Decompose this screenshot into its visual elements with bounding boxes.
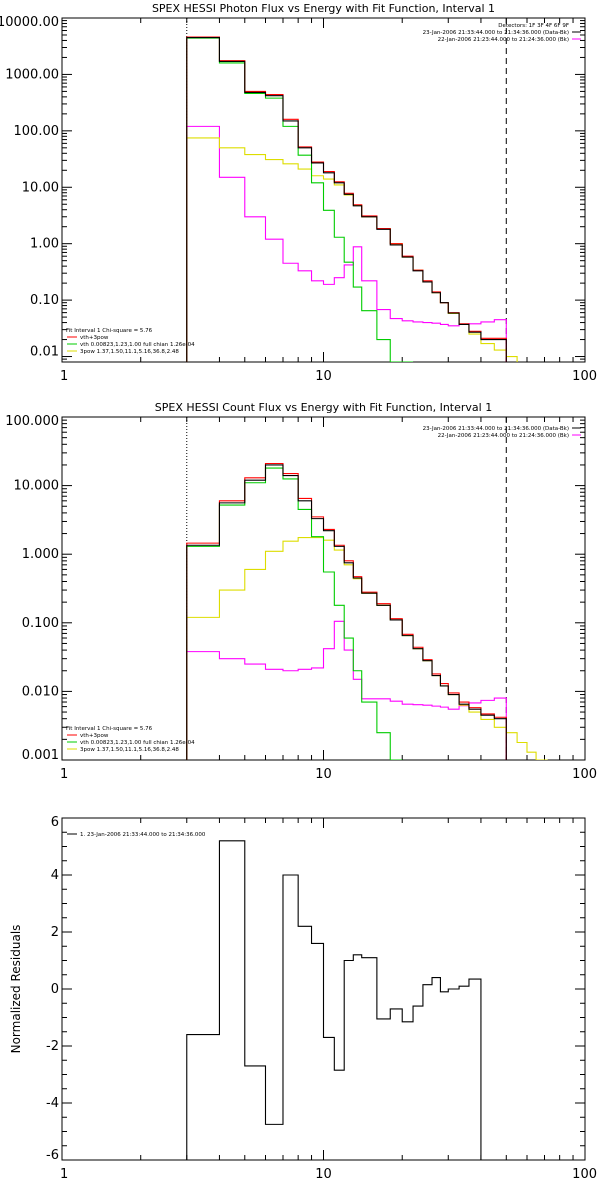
y-tick-label: 0	[51, 982, 59, 997]
x-tick-label: 10	[315, 767, 332, 782]
legend-left-entry: Fit Interval 1 Chi-square = 5.76	[66, 726, 153, 732]
series-line-3pow	[186, 137, 518, 362]
series-line-bk	[186, 620, 507, 760]
y-tick-label: 6	[51, 815, 59, 830]
y-tick-label: 0.010	[22, 684, 59, 699]
x-tick-label: 10	[315, 369, 332, 384]
legend-left-entry: Fit Interval 1 Chi-square = 5.76	[66, 328, 153, 334]
legend-left-entry: vth 0.00823,1.23,1.00 full chian 1.26e-0…	[80, 342, 195, 348]
x-tick-label: 1	[60, 1167, 68, 1182]
y-tick-label: 100.00	[14, 124, 60, 139]
series-line-1-23-jan-2006-21-33-44-000-to-21-34-36-000	[186, 840, 482, 1160]
y-tick-label: 10.00	[22, 180, 59, 195]
x-tick-label: 100	[572, 767, 597, 782]
series-line-data-bk	[186, 37, 507, 362]
legend-left-entry: vth+3pow	[80, 335, 109, 341]
series-line-3pow	[186, 536, 548, 760]
y-tick-label: -4	[46, 1096, 59, 1111]
y-tick-label: 10.000	[14, 479, 60, 494]
y-tick-label: 0.001	[22, 748, 59, 763]
legend-left-entry: 3pow 1.37,1.50,11.1,5.16,36.8,2.48	[80, 747, 179, 753]
legend-left-entry: vth+3pow	[80, 733, 109, 739]
y-tick-label: 0.01	[30, 345, 59, 360]
x-tick-label: 100	[572, 369, 597, 384]
series-line-bk	[186, 125, 507, 362]
chart-1: SPEX HESSI Photon Flux vs Energy with Fi…	[0, 2, 597, 384]
legend-right-entry: Detectors: 1F 3F 4F 6F 9F	[498, 23, 569, 29]
y-tick-label: 0.100	[22, 616, 59, 631]
y-tick-label: 1.000	[22, 547, 59, 562]
chart-2: SPEX HESSI Count Flux vs Energy with Fit…	[5, 401, 597, 782]
legend-right-entry: 22-Jan-2006 21:23:44.000 to 21:24:36.000…	[438, 433, 569, 439]
y-tick-label: -2	[46, 1039, 59, 1054]
data-series-group	[186, 36, 518, 362]
y-tick-label: 0.10	[30, 293, 59, 308]
chart-title: SPEX HESSI Count Flux vs Energy with Fit…	[155, 401, 492, 414]
chart-title: SPEX HESSI Photon Flux vs Energy with Fi…	[152, 2, 495, 15]
y-tick-label: 1.00	[30, 237, 59, 252]
legend-right-entry: 22-Jan-2006 21:23:44.000 to 21:24:36.000…	[438, 37, 569, 43]
y-tick-label: 1000.00	[5, 67, 59, 82]
data-series-group	[186, 462, 548, 760]
x-tick-label: 10	[315, 1167, 332, 1182]
chart-3: Normalized Residuals 1 10 100 -6 -4 -2 0 2 4 6 1. 2…	[9, 815, 597, 1182]
y-tick-label: -6	[46, 1148, 59, 1163]
legend-right-entry: 23-Jan-2006 21:33:44.000 to 21:34:36.000…	[423, 30, 569, 36]
legend-left-entry: 1. 23-Jan-2006 21:33:44.000 to 21:34:36.…	[80, 832, 206, 838]
y-tick-label: 100.000	[5, 414, 59, 429]
y-tick-label: 4	[51, 868, 59, 883]
legend-left-entry: 3pow 1.37,1.50,11.1,5.16,36.8,2.48	[80, 349, 179, 355]
series-line-data-bk	[186, 464, 507, 760]
y-axis-label: Normalized Residuals	[9, 925, 23, 1054]
x-tick-label: 1	[60, 369, 68, 384]
data-series-group	[186, 840, 482, 1160]
series-line-vth	[186, 37, 414, 362]
legend-right-entry: 23-Jan-2006 21:33:44.000 to 21:34:36.000…	[423, 426, 569, 432]
y-tick-label: 10000.00	[0, 15, 59, 30]
y-tick-label: 2	[51, 925, 59, 940]
x-tick-label: 1	[60, 767, 68, 782]
legend-left-entry: vth 0.00823,1.23,1.00 full chian 1.26e-0…	[80, 740, 195, 746]
x-tick-label: 100	[572, 1167, 597, 1182]
series-line-vth-3pow	[186, 462, 507, 760]
